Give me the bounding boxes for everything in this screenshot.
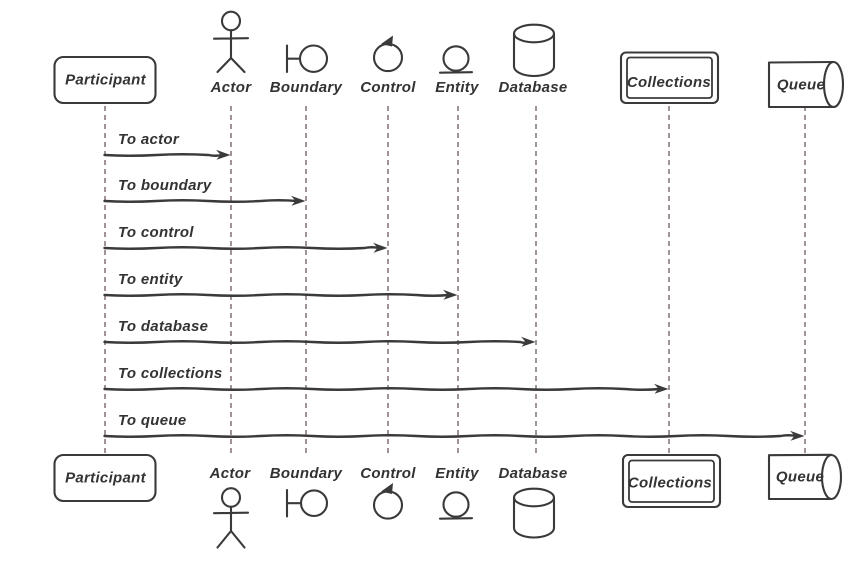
participant-top-queue: Queue <box>767 60 845 109</box>
participant-label-participant-top: Participant <box>65 72 147 89</box>
message-collections: To collections <box>103 365 669 394</box>
message-actor: To actor <box>103 131 231 160</box>
message-label-entity: To entity <box>118 271 183 288</box>
message-line-entity <box>103 293 451 297</box>
participant-bottom-database: Database <box>498 465 567 539</box>
message-arrowhead-database <box>521 336 536 347</box>
participant-label-boundary-bottom: Boundary <box>270 465 343 482</box>
participant-bottom-collections: Collections <box>621 453 722 509</box>
boundary-icon <box>285 44 329 74</box>
participant-label-collections-bottom: Collections <box>628 475 712 492</box>
message-arrowhead-queue <box>790 430 805 441</box>
participant-bottom-actor: Actor <box>209 465 252 549</box>
message-entity: To entity <box>103 271 458 300</box>
participant-label-collections-top: Collections <box>627 74 711 91</box>
participant-label-participant-bottom: Participant <box>65 470 147 487</box>
participant-top-actor: Actor <box>210 10 253 96</box>
participant-label-queue-top: Queue <box>777 77 825 94</box>
participant-label-database-bottom: Database <box>498 465 567 482</box>
message-line-control <box>103 246 381 250</box>
control-arrowhead <box>381 483 393 494</box>
message-label-queue: To queue <box>118 412 187 429</box>
boundary-icon <box>285 488 329 518</box>
participant-label-actor-top: Actor <box>210 79 253 96</box>
participant-label-queue-bottom: Queue <box>776 469 824 486</box>
control-icon <box>372 483 404 520</box>
message-label-actor: To actor <box>118 131 180 148</box>
participant-label-database-top: Database <box>498 79 567 96</box>
message-database: To database <box>103 318 536 347</box>
message-label-database: To database <box>118 318 208 335</box>
participant-top-control: Control <box>360 35 416 96</box>
actor-icon <box>212 10 250 74</box>
participant-top-entity: Entity <box>435 45 479 96</box>
participant-bottom-entity: Entity <box>435 465 479 520</box>
collections-inner-box <box>626 56 713 99</box>
participant-bottom-queue: Queue <box>767 453 843 501</box>
participant-top-participant: Participant <box>53 55 157 105</box>
entity-icon <box>438 45 474 74</box>
message-control: To control <box>103 224 388 253</box>
queue-cylinder <box>767 60 845 109</box>
message-line-database <box>103 340 529 344</box>
control-icon <box>372 35 404 73</box>
participant-box <box>53 453 157 503</box>
participant-bottom-participant: Participant <box>53 453 157 503</box>
participant-bottom-control: Control <box>360 465 416 520</box>
participant-label-actor-bottom: Actor <box>209 465 252 482</box>
participant-bottom-boundary: Boundary <box>270 465 343 518</box>
participant-label-control-bottom: Control <box>360 465 416 482</box>
participant-label-entity-top: Entity <box>435 79 479 96</box>
actor-icon <box>212 487 250 549</box>
message-arrowhead-entity <box>443 289 458 300</box>
participant-label-boundary-top: Boundary <box>270 79 343 96</box>
message-line-boundary <box>103 199 299 203</box>
message-arrowhead-control <box>373 242 388 253</box>
collections-outer-box <box>621 453 722 509</box>
message-boundary: To boundary <box>103 177 306 206</box>
message-label-control: To control <box>118 224 194 241</box>
database-icon <box>512 23 556 78</box>
participant-box <box>53 55 157 105</box>
queue-cylinder <box>767 453 843 501</box>
control-arrowhead <box>381 35 393 47</box>
database-icon <box>512 487 556 539</box>
entity-icon <box>438 491 474 520</box>
message-arrowhead-actor <box>216 149 231 160</box>
participant-label-entity-bottom: Entity <box>435 465 479 482</box>
message-line-queue <box>103 434 798 438</box>
participant-top-database: Database <box>498 23 567 96</box>
collections-outer-box <box>619 51 720 105</box>
message-arrowhead-boundary <box>291 195 306 206</box>
message-line-collections <box>103 387 662 391</box>
message-queue: To queue <box>103 412 805 441</box>
message-label-collections: To collections <box>118 365 223 382</box>
message-arrowhead-collections <box>654 383 669 394</box>
message-label-boundary: To boundary <box>118 177 212 194</box>
collections-inner-box <box>628 459 715 503</box>
participant-top-collections: Collections <box>619 51 720 105</box>
participant-top-boundary: Boundary <box>270 44 343 96</box>
message-line-actor <box>103 153 224 157</box>
participant-label-control-top: Control <box>360 79 416 96</box>
